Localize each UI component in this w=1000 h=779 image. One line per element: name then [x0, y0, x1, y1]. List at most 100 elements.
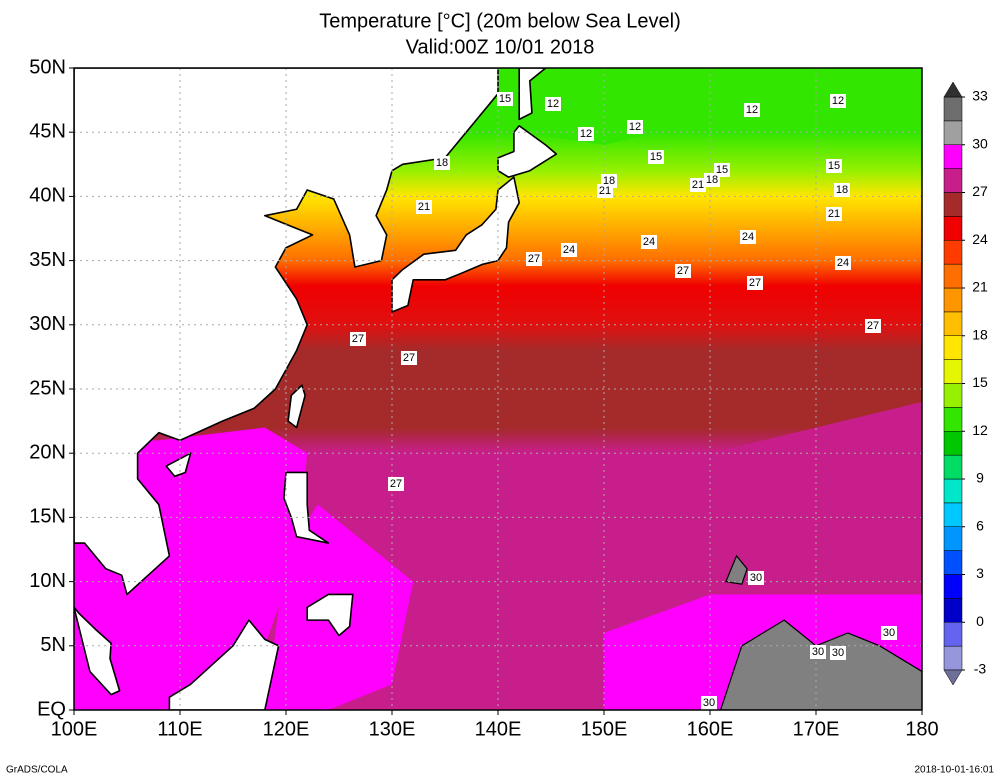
colorbar-swatch: [943, 645, 963, 671]
contour-label: 24: [643, 236, 655, 248]
contour-label-bg: [545, 97, 561, 111]
contour-label-bg: [648, 150, 664, 164]
contour-label-bg: [578, 127, 594, 141]
contour-label-bg: [627, 120, 643, 134]
contour-label-bg: [881, 626, 897, 640]
contour-label: 24: [837, 257, 849, 269]
y-tick-label: 20N: [29, 441, 66, 463]
contour-label: 27: [403, 352, 415, 364]
contour-label: 27: [749, 277, 761, 289]
contour-label: 12: [629, 121, 641, 133]
colorbar-swatch: [943, 598, 963, 623]
contour-label-bg: [810, 645, 826, 659]
colorbar-under: [943, 669, 963, 686]
x-tick-label: 180: [905, 718, 938, 740]
contour-label: 15: [828, 160, 840, 172]
contour-label-bg: [740, 230, 756, 244]
colorbar-swatch: [943, 168, 963, 193]
contour-label: 27: [677, 265, 689, 277]
colorbar-swatch: [943, 431, 963, 456]
colorbar-tick-label: 33: [972, 88, 988, 104]
y-tick-label: 10N: [29, 570, 66, 592]
colorbar-tick-label: 12: [972, 422, 988, 438]
x-tick-label: 130E: [369, 718, 416, 740]
x-tick-label: 140E: [475, 718, 522, 740]
y-tick-label: 5N: [40, 634, 66, 656]
contour-label-bg: [401, 351, 417, 365]
sst-patch: [604, 401, 922, 505]
map-field: [74, 68, 922, 710]
x-tick-label: 160E: [687, 718, 734, 740]
contour-label: 12: [746, 104, 758, 116]
colorbar-tick-label: 6: [976, 517, 984, 533]
contour-label-bg: [834, 183, 850, 197]
colorbar-swatch: [943, 335, 963, 360]
contour-label-bg: [641, 235, 657, 249]
colorbar-tick-label: 18: [972, 326, 988, 342]
contour-label: 12: [580, 128, 592, 140]
colorbar-tick-label: 30: [972, 135, 988, 151]
land: [283, 471, 330, 544]
colorbar-tick-label: 21: [972, 279, 988, 295]
contour-label-bg: [690, 178, 706, 192]
contour-label: 21: [692, 179, 704, 191]
footer-right: 2018-10-01-16:01: [914, 765, 994, 776]
contour-label-bg: [830, 646, 846, 660]
contour-label: 21: [599, 185, 611, 197]
y-tick-label: 15N: [29, 506, 66, 528]
contour-label-bg: [826, 207, 842, 221]
contour-label-bg: [434, 156, 450, 170]
contour-label-bg: [830, 94, 846, 108]
land: [391, 176, 521, 313]
y-tick-label: 50N: [29, 56, 66, 78]
colorbar-swatch: [943, 454, 963, 480]
contour-label: 12: [547, 98, 559, 110]
contour-label: 30: [750, 572, 762, 584]
colorbar-swatch: [943, 216, 963, 241]
contour-label: 18: [603, 175, 615, 187]
contour-label: 15: [499, 93, 511, 105]
contour-label-bg: [416, 200, 432, 214]
contour-label-bg: [704, 173, 720, 187]
colorbar-tick-label: 15: [972, 374, 988, 390]
contour-label-bg: [526, 252, 542, 266]
contour-label-bg: [744, 103, 760, 117]
land-grey: [719, 619, 922, 710]
land: [287, 384, 306, 429]
x-tick-label: 150E: [581, 718, 628, 740]
land: [74, 68, 499, 596]
contour-label: 18: [836, 184, 848, 196]
contour-label: 21: [418, 201, 430, 213]
contour-label: 30: [883, 627, 895, 639]
contour-label-bg: [561, 243, 577, 257]
contour-label: 15: [716, 164, 728, 176]
land: [518, 68, 547, 121]
colorbar-tick-label: 24: [972, 231, 988, 247]
x-tick-label: 100E: [51, 718, 98, 740]
y-tick-label: 35N: [29, 249, 66, 271]
y-tick-label: 30N: [29, 313, 66, 335]
land-grey: [725, 554, 748, 585]
colorbar-swatch: [943, 407, 963, 432]
colorbar-swatch: [943, 263, 963, 289]
contour-label-bg: [675, 264, 691, 278]
colorbar-swatch: [943, 574, 963, 599]
contour-label: 24: [742, 231, 754, 243]
colorbar-swatch: [943, 502, 963, 527]
colorbar-tick-label: -3: [974, 661, 987, 677]
colorbar-swatch: [943, 478, 963, 504]
colorbar-tick-label: 3: [976, 565, 984, 581]
x-tick-label: 120E: [263, 718, 310, 740]
contour-label: 27: [390, 478, 402, 490]
land: [306, 593, 354, 637]
x-tick-label: 110E: [157, 718, 202, 740]
contour-label: 27: [528, 253, 540, 265]
colorbar-swatch: [943, 550, 963, 575]
contour-label-bg: [748, 571, 764, 585]
colorbar-tick-label: 0: [976, 613, 984, 629]
y-tick-label: 40N: [29, 185, 66, 207]
contour-label-bg: [597, 184, 613, 198]
y-tick-label: EQ: [37, 698, 66, 720]
contour-label: 27: [352, 333, 364, 345]
